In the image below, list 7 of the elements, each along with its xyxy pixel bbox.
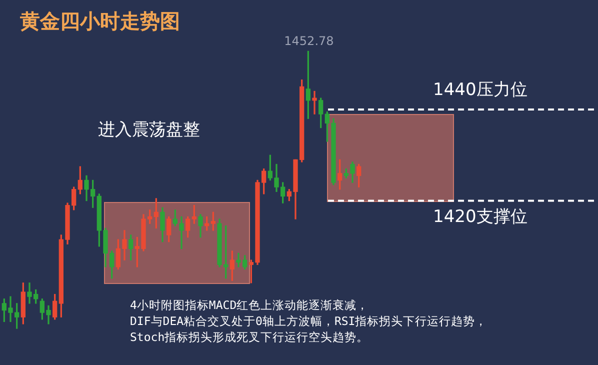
annotation: 4小时附图指标MACD红色上涨动能逐渐衰减， DIF与DEA粘合交叉处于0轴上方波幅，RSI指标拐头下行运行趋势， Stoch指标拐头形成死叉下行运行空头趋势。	[130, 297, 488, 345]
annotation: 进入震荡盘整	[98, 119, 200, 141]
ref-line-label: 1440压力位	[433, 78, 528, 100]
text: 黄金四小时走势图	[20, 8, 180, 35]
ref-line-label: 1420支撑位	[433, 206, 528, 228]
annotation: 1452.78	[284, 34, 334, 48]
candlestick	[312, 90, 317, 114]
